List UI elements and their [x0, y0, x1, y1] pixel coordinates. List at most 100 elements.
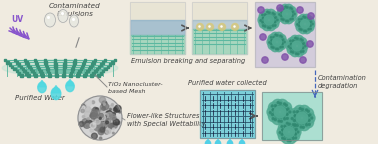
- Circle shape: [297, 50, 299, 51]
- Circle shape: [105, 117, 111, 124]
- Bar: [15, 70, 18, 72]
- Circle shape: [262, 25, 264, 26]
- Circle shape: [93, 122, 96, 125]
- Circle shape: [301, 18, 302, 20]
- Circle shape: [262, 14, 263, 16]
- Circle shape: [270, 19, 279, 28]
- Circle shape: [301, 29, 302, 31]
- Ellipse shape: [45, 13, 56, 27]
- Circle shape: [101, 118, 103, 121]
- Circle shape: [102, 104, 109, 110]
- Circle shape: [290, 43, 292, 45]
- Circle shape: [264, 25, 266, 27]
- Bar: [107, 66, 109, 68]
- Circle shape: [266, 11, 268, 13]
- Circle shape: [274, 24, 276, 26]
- Circle shape: [271, 39, 273, 41]
- Circle shape: [294, 120, 305, 131]
- Circle shape: [285, 135, 287, 137]
- Bar: [54, 63, 57, 66]
- Bar: [23, 70, 26, 72]
- Bar: [20, 66, 22, 68]
- Circle shape: [267, 23, 269, 25]
- Circle shape: [290, 7, 291, 9]
- Circle shape: [303, 27, 305, 29]
- Circle shape: [306, 19, 307, 21]
- Circle shape: [99, 115, 102, 119]
- Circle shape: [296, 40, 297, 42]
- Circle shape: [277, 116, 280, 118]
- Circle shape: [269, 27, 271, 29]
- Text: Flower-like Structures
with Special Wettability: Flower-like Structures with Special Wett…: [127, 113, 206, 127]
- Bar: [27, 74, 30, 77]
- Circle shape: [107, 111, 109, 113]
- Bar: [54, 66, 57, 68]
- Circle shape: [311, 117, 313, 119]
- Circle shape: [294, 35, 304, 44]
- Circle shape: [277, 127, 287, 137]
- Circle shape: [274, 21, 275, 23]
- Bar: [41, 74, 44, 77]
- Bar: [82, 63, 84, 66]
- Bar: [55, 74, 58, 77]
- Circle shape: [286, 134, 296, 144]
- Circle shape: [292, 41, 302, 51]
- Circle shape: [269, 111, 271, 114]
- Circle shape: [286, 120, 296, 130]
- Circle shape: [272, 109, 274, 111]
- Bar: [33, 72, 35, 75]
- Circle shape: [99, 117, 102, 119]
- Circle shape: [96, 125, 102, 131]
- Bar: [192, 2, 247, 20]
- Bar: [79, 68, 82, 70]
- Bar: [48, 74, 51, 77]
- Bar: [71, 68, 74, 70]
- Circle shape: [81, 109, 84, 113]
- Circle shape: [307, 21, 309, 22]
- Bar: [63, 70, 65, 72]
- Circle shape: [274, 32, 283, 41]
- Circle shape: [292, 51, 294, 53]
- Bar: [11, 66, 13, 68]
- Circle shape: [260, 34, 266, 40]
- Circle shape: [268, 34, 277, 43]
- Circle shape: [85, 99, 91, 106]
- Circle shape: [93, 110, 100, 117]
- Circle shape: [275, 34, 276, 36]
- Circle shape: [293, 111, 295, 113]
- Circle shape: [270, 12, 279, 21]
- Circle shape: [271, 16, 273, 18]
- Circle shape: [85, 106, 90, 112]
- Circle shape: [82, 104, 86, 108]
- Circle shape: [290, 51, 292, 53]
- Ellipse shape: [70, 15, 79, 27]
- Bar: [25, 72, 28, 75]
- Circle shape: [271, 23, 273, 25]
- Circle shape: [267, 27, 269, 29]
- Circle shape: [287, 38, 296, 47]
- Circle shape: [305, 109, 308, 111]
- Circle shape: [283, 8, 284, 10]
- Circle shape: [119, 110, 121, 113]
- Circle shape: [282, 15, 283, 16]
- Bar: [62, 72, 65, 75]
- Circle shape: [292, 124, 294, 126]
- Bar: [130, 2, 185, 54]
- Circle shape: [294, 115, 296, 117]
- Circle shape: [269, 24, 271, 25]
- Circle shape: [94, 125, 100, 131]
- Bar: [192, 2, 247, 54]
- Circle shape: [299, 28, 301, 30]
- Circle shape: [299, 41, 308, 51]
- Circle shape: [271, 40, 273, 41]
- Circle shape: [293, 120, 296, 122]
- Polygon shape: [240, 139, 245, 143]
- Bar: [98, 66, 101, 68]
- Bar: [55, 72, 57, 75]
- Circle shape: [101, 124, 104, 126]
- Circle shape: [295, 20, 304, 28]
- Circle shape: [108, 123, 114, 129]
- Circle shape: [262, 21, 263, 23]
- Bar: [112, 61, 114, 64]
- Ellipse shape: [205, 141, 211, 144]
